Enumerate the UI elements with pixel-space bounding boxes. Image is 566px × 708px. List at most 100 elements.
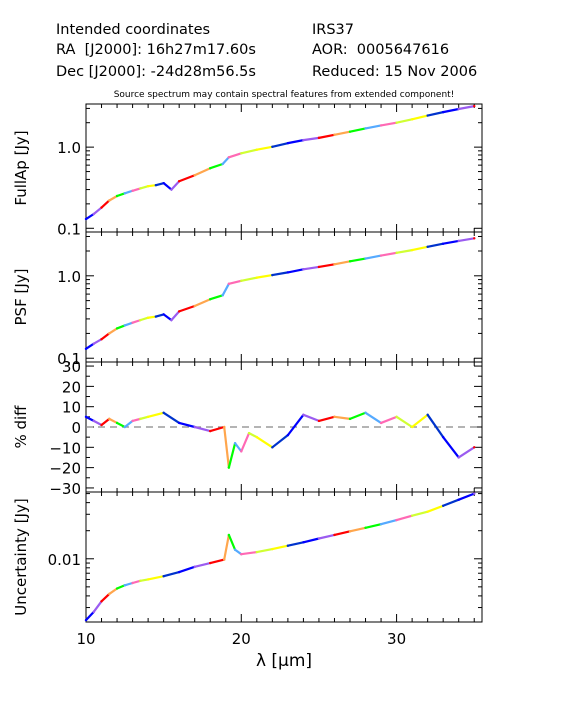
spectrum-segment xyxy=(154,313,165,318)
y-tick-label: 0 xyxy=(71,419,81,437)
spectrum-segment xyxy=(147,315,157,319)
spectrum-segment xyxy=(84,610,95,622)
data-point xyxy=(410,425,414,429)
y-axis-label: PSF [Jy] xyxy=(12,269,30,326)
data-point xyxy=(209,429,212,433)
data-point xyxy=(139,318,142,322)
x-axis-label: λ [μm] xyxy=(256,651,312,671)
spectrum-segment xyxy=(348,411,367,420)
spectrum-segment xyxy=(348,257,367,263)
data-point xyxy=(457,107,460,111)
spectrum-segment xyxy=(193,298,212,308)
data-point xyxy=(193,425,196,429)
spectrum-segment xyxy=(131,579,142,585)
data-point xyxy=(379,124,383,127)
data-point xyxy=(115,421,119,425)
spectrum-segment xyxy=(123,419,134,429)
spectrum-segment xyxy=(379,518,398,526)
spectrum-segment xyxy=(255,548,274,554)
data-point xyxy=(162,411,165,414)
data-point xyxy=(426,114,429,117)
data-point xyxy=(162,313,165,316)
spectrum-segment xyxy=(442,107,460,114)
data-point xyxy=(115,327,119,330)
spectrum-segment xyxy=(139,316,150,322)
data-point xyxy=(410,118,414,121)
spectrum-segment xyxy=(442,239,460,245)
spectrum-segment xyxy=(100,592,111,603)
data-point xyxy=(302,138,305,142)
data-point xyxy=(364,411,367,414)
spectrum-segment xyxy=(426,504,445,513)
spectrum-segment xyxy=(147,411,165,418)
data-point xyxy=(410,514,414,517)
data-point xyxy=(227,282,231,285)
data-point xyxy=(473,492,476,495)
spectrum-segment xyxy=(115,584,126,590)
spectrum-segment xyxy=(233,548,243,556)
y-tick-label: 20 xyxy=(62,378,81,396)
data-point xyxy=(209,167,212,170)
data-point xyxy=(233,548,237,551)
data-point xyxy=(154,315,158,318)
spectrum-segment xyxy=(131,417,142,423)
panel-frame-psf xyxy=(85,231,483,363)
y-axis-label: FullAp [Jy] xyxy=(12,130,30,205)
data-point xyxy=(233,442,237,445)
y-axis-label: % diff xyxy=(12,405,30,449)
data-point xyxy=(123,584,127,587)
spectrum-segment xyxy=(442,436,460,459)
data-point xyxy=(193,565,196,569)
data-point xyxy=(348,130,352,133)
spectrum-segment xyxy=(123,581,134,587)
spectrum-segment xyxy=(379,251,398,257)
spectrum-segment xyxy=(411,510,429,517)
spectrum-segment xyxy=(131,187,142,192)
spectrum-segment xyxy=(426,413,445,439)
header-reduced: Reduced: 15 Nov 2006 xyxy=(312,64,478,80)
spectrum-segment xyxy=(286,268,305,274)
spectrum-segment xyxy=(223,533,230,561)
data-point xyxy=(364,526,367,529)
spectrum-segment xyxy=(457,446,476,459)
data-point xyxy=(146,185,150,188)
data-point xyxy=(426,413,429,417)
spectrum-segment xyxy=(147,575,165,581)
data-point xyxy=(177,570,181,574)
data-point xyxy=(240,152,243,155)
data-point xyxy=(123,324,127,327)
data-point xyxy=(92,419,95,423)
data-point xyxy=(271,446,274,449)
spectrum-segment xyxy=(442,498,460,507)
spectrum-segment xyxy=(271,142,289,148)
data-point xyxy=(177,310,181,313)
data-point xyxy=(426,245,429,248)
data-point xyxy=(441,110,445,114)
data-point xyxy=(286,141,290,145)
data-point xyxy=(170,318,173,322)
spectrum-segment xyxy=(193,167,212,177)
data-point xyxy=(473,446,476,449)
spectrum-segment xyxy=(333,530,352,537)
data-point xyxy=(410,248,414,252)
spectrum-segment xyxy=(379,121,398,127)
data-point xyxy=(162,575,165,578)
spectrum-segment xyxy=(221,156,230,166)
y-tick-label: 0.01 xyxy=(48,551,81,569)
data-point xyxy=(92,212,95,216)
data-point xyxy=(162,181,165,185)
spectrum-segment xyxy=(108,327,119,335)
data-point xyxy=(146,316,150,319)
data-point xyxy=(426,510,429,513)
spectrum-segment xyxy=(333,130,352,136)
spectrum-segment xyxy=(162,313,173,322)
spectrum-segment xyxy=(92,338,103,345)
y-tick-label: 1.0 xyxy=(57,268,81,286)
spectrum-segment xyxy=(227,533,237,551)
data-point xyxy=(84,347,88,351)
spectrum-segment xyxy=(333,415,352,420)
spectrum-segment xyxy=(411,245,429,252)
data-point xyxy=(333,415,336,419)
data-point xyxy=(255,435,259,439)
